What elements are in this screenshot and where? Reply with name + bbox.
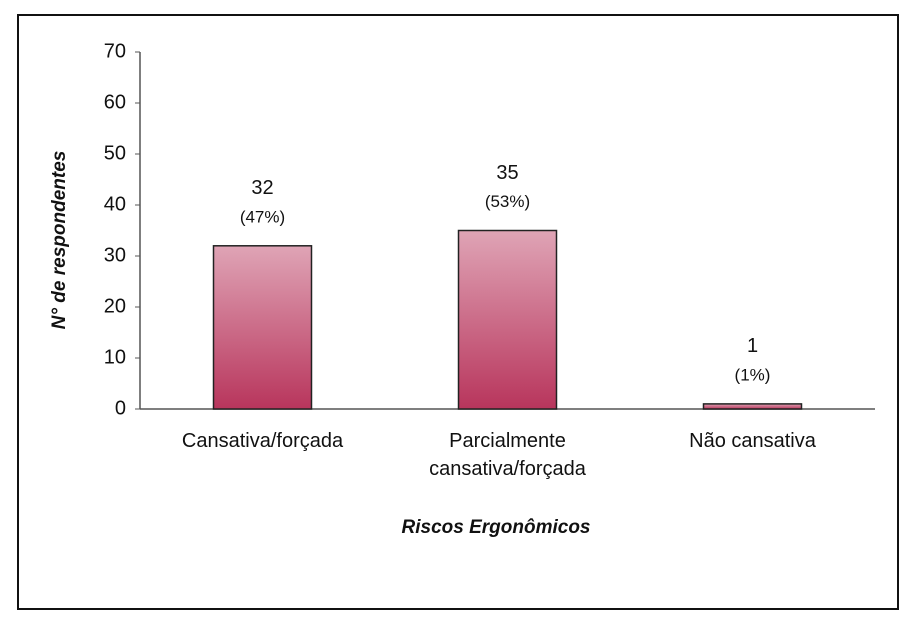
percent-label: (1%): [735, 365, 771, 384]
chart-frame: [17, 14, 899, 610]
value-label: 1: [747, 335, 758, 357]
percent-label: (47%): [240, 207, 285, 226]
percent-label: (53%): [485, 192, 530, 211]
bar: [212, 245, 313, 410]
y-tick-label: 30: [104, 244, 126, 266]
x-tick-label: Parcialmente cansativa/forçada: [429, 430, 586, 480]
y-tick-label: 0: [115, 397, 126, 419]
y-tick-label: 70: [104, 40, 126, 62]
y-tick-label: 10: [104, 346, 126, 368]
y-tick-label: 60: [104, 91, 126, 113]
bar: [457, 229, 558, 410]
value-label: 35: [496, 162, 518, 184]
x-axis-title: Riscos Ergonômicos: [402, 517, 591, 538]
bar: [702, 403, 803, 410]
value-label: 32: [251, 177, 273, 199]
y-tick-label: 40: [104, 193, 126, 215]
y-tick-label: 20: [104, 295, 126, 317]
y-tick-label: 50: [104, 142, 126, 164]
x-tick-label: Não cansativa: [689, 430, 816, 452]
x-tick-label: Cansativa/forçada: [181, 430, 344, 452]
y-axis-title: N° de respondentes: [49, 151, 70, 330]
